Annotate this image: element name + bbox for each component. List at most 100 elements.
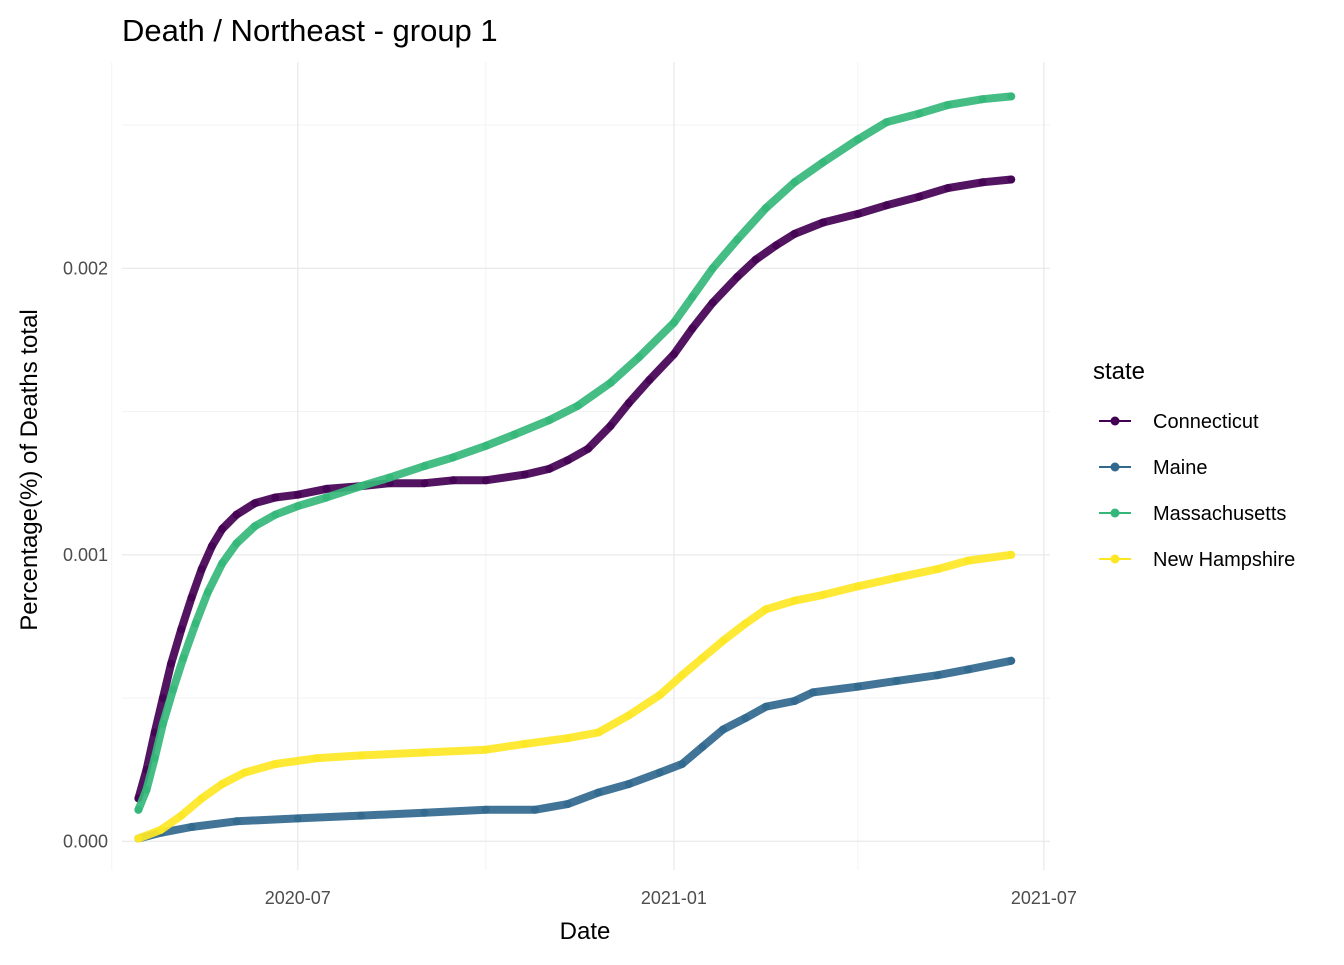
grid	[111, 62, 1050, 870]
data-point	[481, 745, 490, 754]
data-point	[790, 229, 799, 238]
series-massachusetts	[134, 92, 1016, 814]
data-point	[1007, 550, 1016, 559]
data-point	[698, 654, 707, 662]
data-point	[978, 178, 987, 187]
data-point	[1007, 175, 1016, 184]
data-point	[819, 218, 828, 227]
legend-item-maine: Maine	[1099, 457, 1207, 479]
data-point	[708, 264, 717, 273]
data-point	[187, 593, 196, 602]
data-point	[733, 235, 742, 244]
chart-title: Death / Northeast - group 1	[122, 13, 498, 48]
data-point	[1007, 92, 1016, 101]
data-point	[158, 719, 167, 728]
data-point	[293, 490, 302, 499]
data-point	[933, 565, 942, 574]
data-point	[606, 378, 615, 387]
data-point	[156, 825, 165, 834]
data-point	[510, 430, 519, 439]
data-point	[207, 542, 216, 551]
data-point	[978, 95, 987, 104]
data-point	[761, 204, 770, 213]
data-point	[635, 353, 644, 362]
data-point	[530, 805, 539, 814]
data-point	[218, 559, 227, 568]
data-point	[232, 510, 241, 519]
data-point	[520, 470, 529, 479]
data-point	[322, 493, 331, 502]
data-point	[218, 780, 227, 788]
data-point	[232, 817, 241, 826]
data-point	[271, 760, 280, 768]
data-point	[708, 298, 717, 307]
data-point	[134, 834, 143, 843]
data-point	[853, 209, 862, 218]
data-point	[240, 768, 249, 777]
data-point	[142, 785, 151, 794]
data-point	[250, 499, 259, 508]
data-point	[563, 800, 572, 809]
data-point	[741, 714, 750, 723]
data-point	[761, 605, 770, 614]
y-tick-label: 0.001	[63, 545, 108, 565]
x-tick-label: 2020-07	[265, 888, 331, 908]
data-point	[751, 255, 760, 264]
data-point	[191, 619, 200, 628]
data-point	[218, 525, 227, 533]
data-point	[158, 694, 167, 703]
data-point	[688, 324, 697, 333]
data-point	[678, 760, 687, 768]
data-point	[761, 702, 770, 711]
legend: state Connecticut Maine Massachusetts New H…	[1093, 358, 1295, 571]
data-point	[669, 318, 678, 327]
data-point	[357, 751, 366, 760]
series-maine	[134, 656, 1016, 843]
data-point	[915, 192, 924, 201]
data-point	[719, 636, 727, 645]
data-point	[312, 754, 321, 763]
data-point	[678, 671, 687, 680]
data-point	[892, 676, 901, 685]
data-point	[790, 697, 799, 705]
data-point	[271, 510, 280, 519]
series-line-maine	[134, 656, 1016, 843]
data-point	[563, 456, 572, 465]
series-line-connecticut	[134, 175, 1016, 803]
data-point	[545, 464, 554, 473]
data-point	[293, 814, 302, 823]
data-point	[606, 421, 615, 430]
legend-item-connecticut: Connecticut	[1099, 411, 1259, 433]
data-point	[964, 665, 973, 674]
data-point	[688, 293, 697, 301]
data-point	[520, 739, 529, 748]
data-point	[853, 135, 862, 144]
data-point	[892, 573, 901, 582]
y-tick-label: 0.002	[63, 258, 108, 278]
y-axis: 0.000 0.001 0.002	[63, 258, 108, 851]
data-point	[655, 768, 664, 777]
data-point	[250, 522, 259, 531]
data-point	[449, 476, 458, 485]
data-point	[584, 444, 592, 453]
data-point	[645, 376, 654, 384]
data-point	[819, 590, 828, 599]
data-point	[197, 565, 206, 574]
series-new-hampshire	[134, 550, 1016, 843]
data-point	[545, 416, 554, 425]
x-tick-label: 2021-07	[1011, 888, 1077, 908]
data-point	[150, 754, 159, 763]
legend-key-point	[1110, 416, 1120, 426]
data-point	[203, 588, 212, 597]
data-point	[357, 482, 366, 491]
legend-label: New Hampshire	[1153, 549, 1295, 571]
data-point	[733, 272, 742, 281]
legend-label: Massachusetts	[1153, 503, 1286, 525]
data-point	[819, 158, 828, 167]
data-point	[197, 794, 206, 803]
data-point	[915, 109, 924, 118]
series-connecticut	[134, 175, 1016, 803]
data-point	[624, 780, 633, 788]
legend-key-point	[1110, 462, 1120, 472]
